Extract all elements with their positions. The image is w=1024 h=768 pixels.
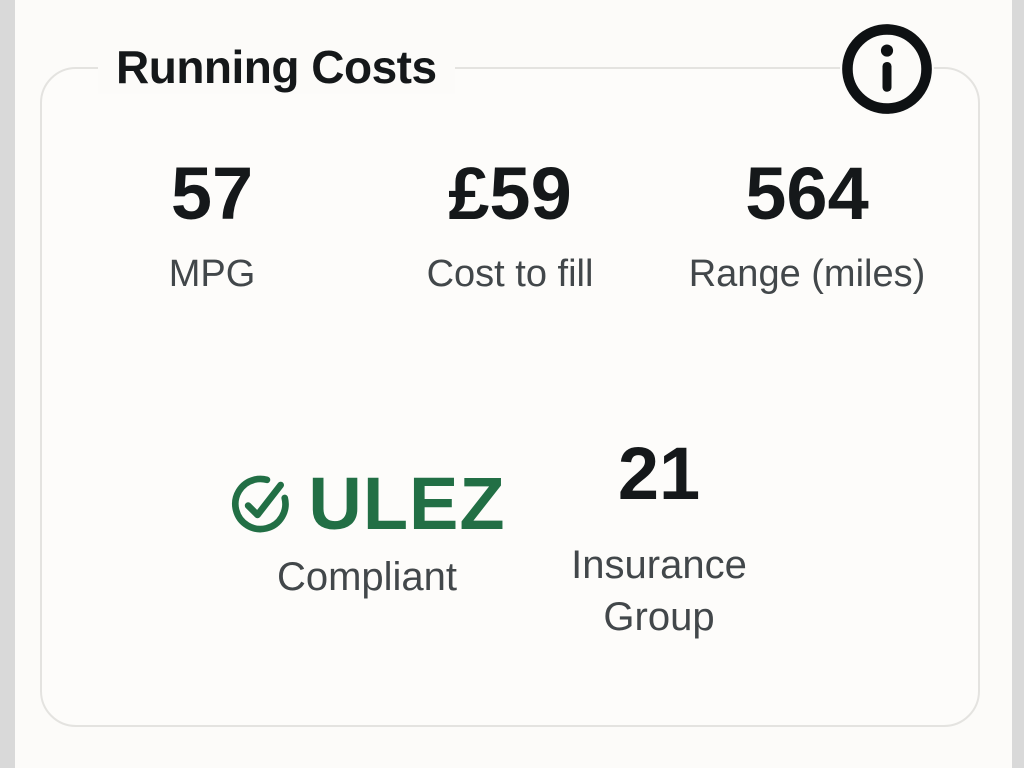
ulez-title-row: ULEZ [228, 467, 505, 541]
stat-label: Range (miles) [688, 253, 926, 295]
stat-mpg: 57 MPG [169, 157, 256, 296]
left-edge-strip [0, 0, 15, 768]
info-button[interactable] [840, 22, 934, 116]
ulez-title: ULEZ [308, 462, 506, 545]
stat-value: £59 [448, 152, 572, 235]
stat-range-miles: 564 Range (miles) [689, 157, 926, 296]
stat-label: MPG [168, 253, 256, 295]
ulez-badge: ULEZ Compliant [228, 467, 505, 600]
stat-label: Insurance Group [571, 543, 747, 639]
card-title: Running Costs [98, 39, 455, 94]
stat-cost-to-fill: £59 Cost to fill [427, 157, 594, 296]
running-costs-card: Running Costs 57 MPG £59 Cost to fill 56… [40, 22, 980, 727]
stat-value: 57 [170, 152, 254, 235]
check-circle-icon [228, 472, 292, 536]
ulez-subtitle: Compliant [276, 555, 458, 599]
right-edge-strip [1012, 0, 1024, 768]
stat-insurance-group: 21 Insurance Group [534, 437, 784, 643]
stat-value: 21 [617, 432, 701, 515]
stat-label: Cost to fill [426, 253, 594, 295]
stat-value: 564 [745, 152, 869, 235]
info-icon [840, 22, 934, 116]
